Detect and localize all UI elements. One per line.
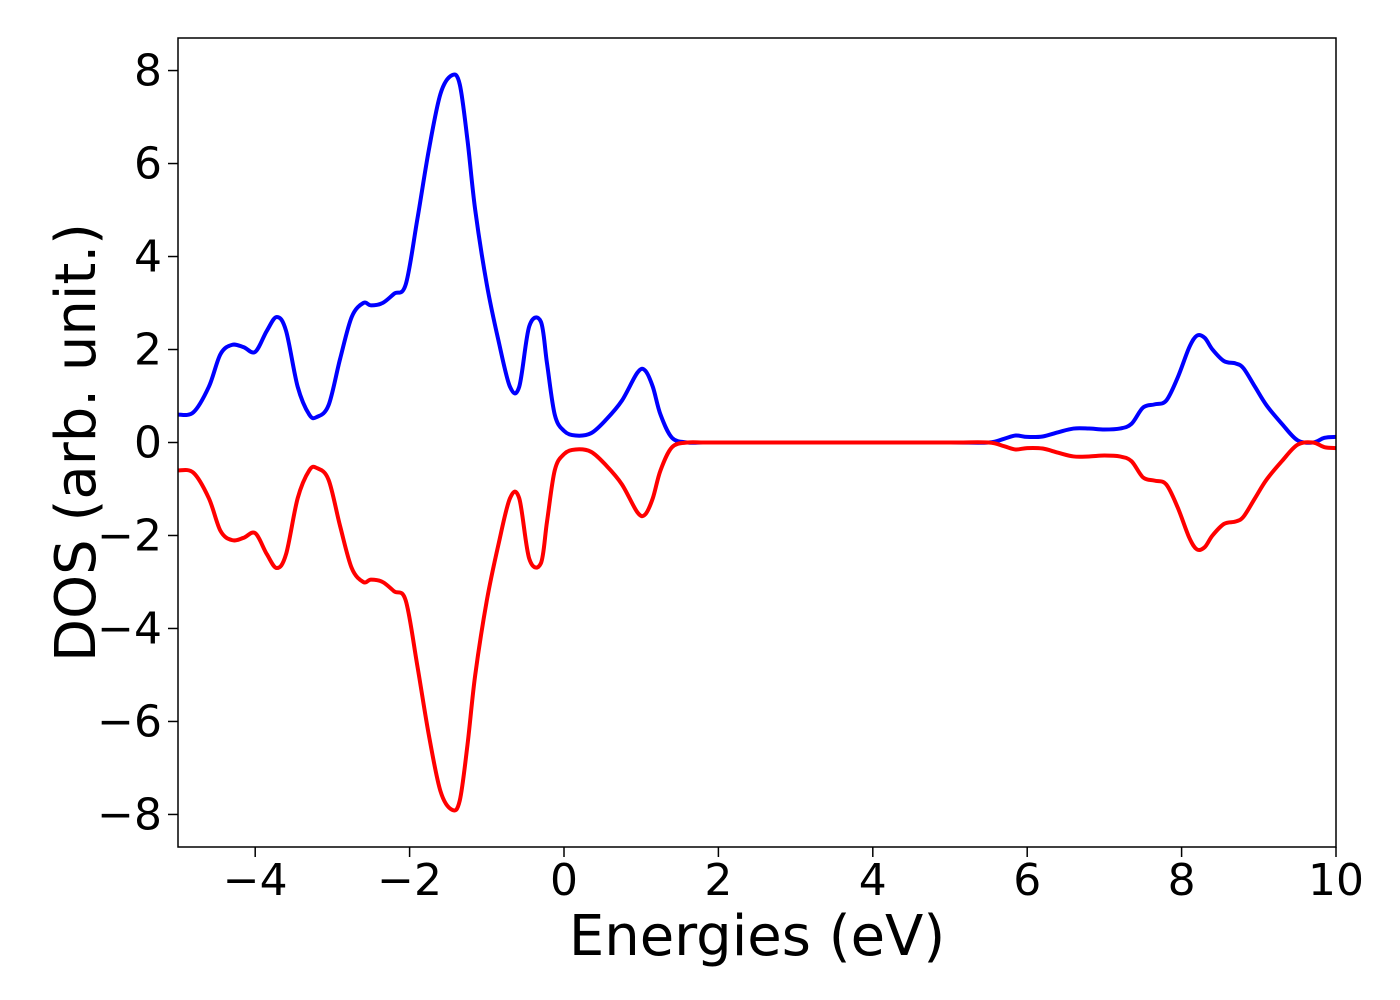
x-tick-label: 4 [859,855,887,906]
y-tick-label: 0 [134,418,162,469]
y-axis-label: DOS (arb. unit.) [44,223,109,662]
x-axis-label: Energies (eV) [569,904,945,969]
y-tick-label: −8 [97,789,162,840]
y-tick-label: 4 [134,232,162,283]
x-tick-label: 10 [1308,855,1364,906]
y-tick-label: 6 [134,139,162,190]
y-tick-label: 8 [134,46,162,97]
x-tick-label: 6 [1013,855,1041,906]
x-axis: −4 −2 0 2 4 6 8 10 [223,847,1364,906]
series-layer [178,72,1336,813]
y-tick-label: −2 [97,510,162,561]
y-tick-label: 2 [134,325,162,376]
y-tick-label: −6 [97,696,162,747]
x-tick-label: 2 [704,855,732,906]
series-line-red [178,440,1336,813]
x-tick-label: 8 [1168,855,1196,906]
series-line-blue [178,72,1336,445]
y-axis: 8 6 4 2 0 −2 −4 −6 −8 [97,46,178,840]
x-tick-label: 0 [550,855,578,906]
x-tick-label: −2 [377,855,442,906]
y-tick-label: −4 [97,603,162,654]
x-tick-label: −4 [223,855,288,906]
